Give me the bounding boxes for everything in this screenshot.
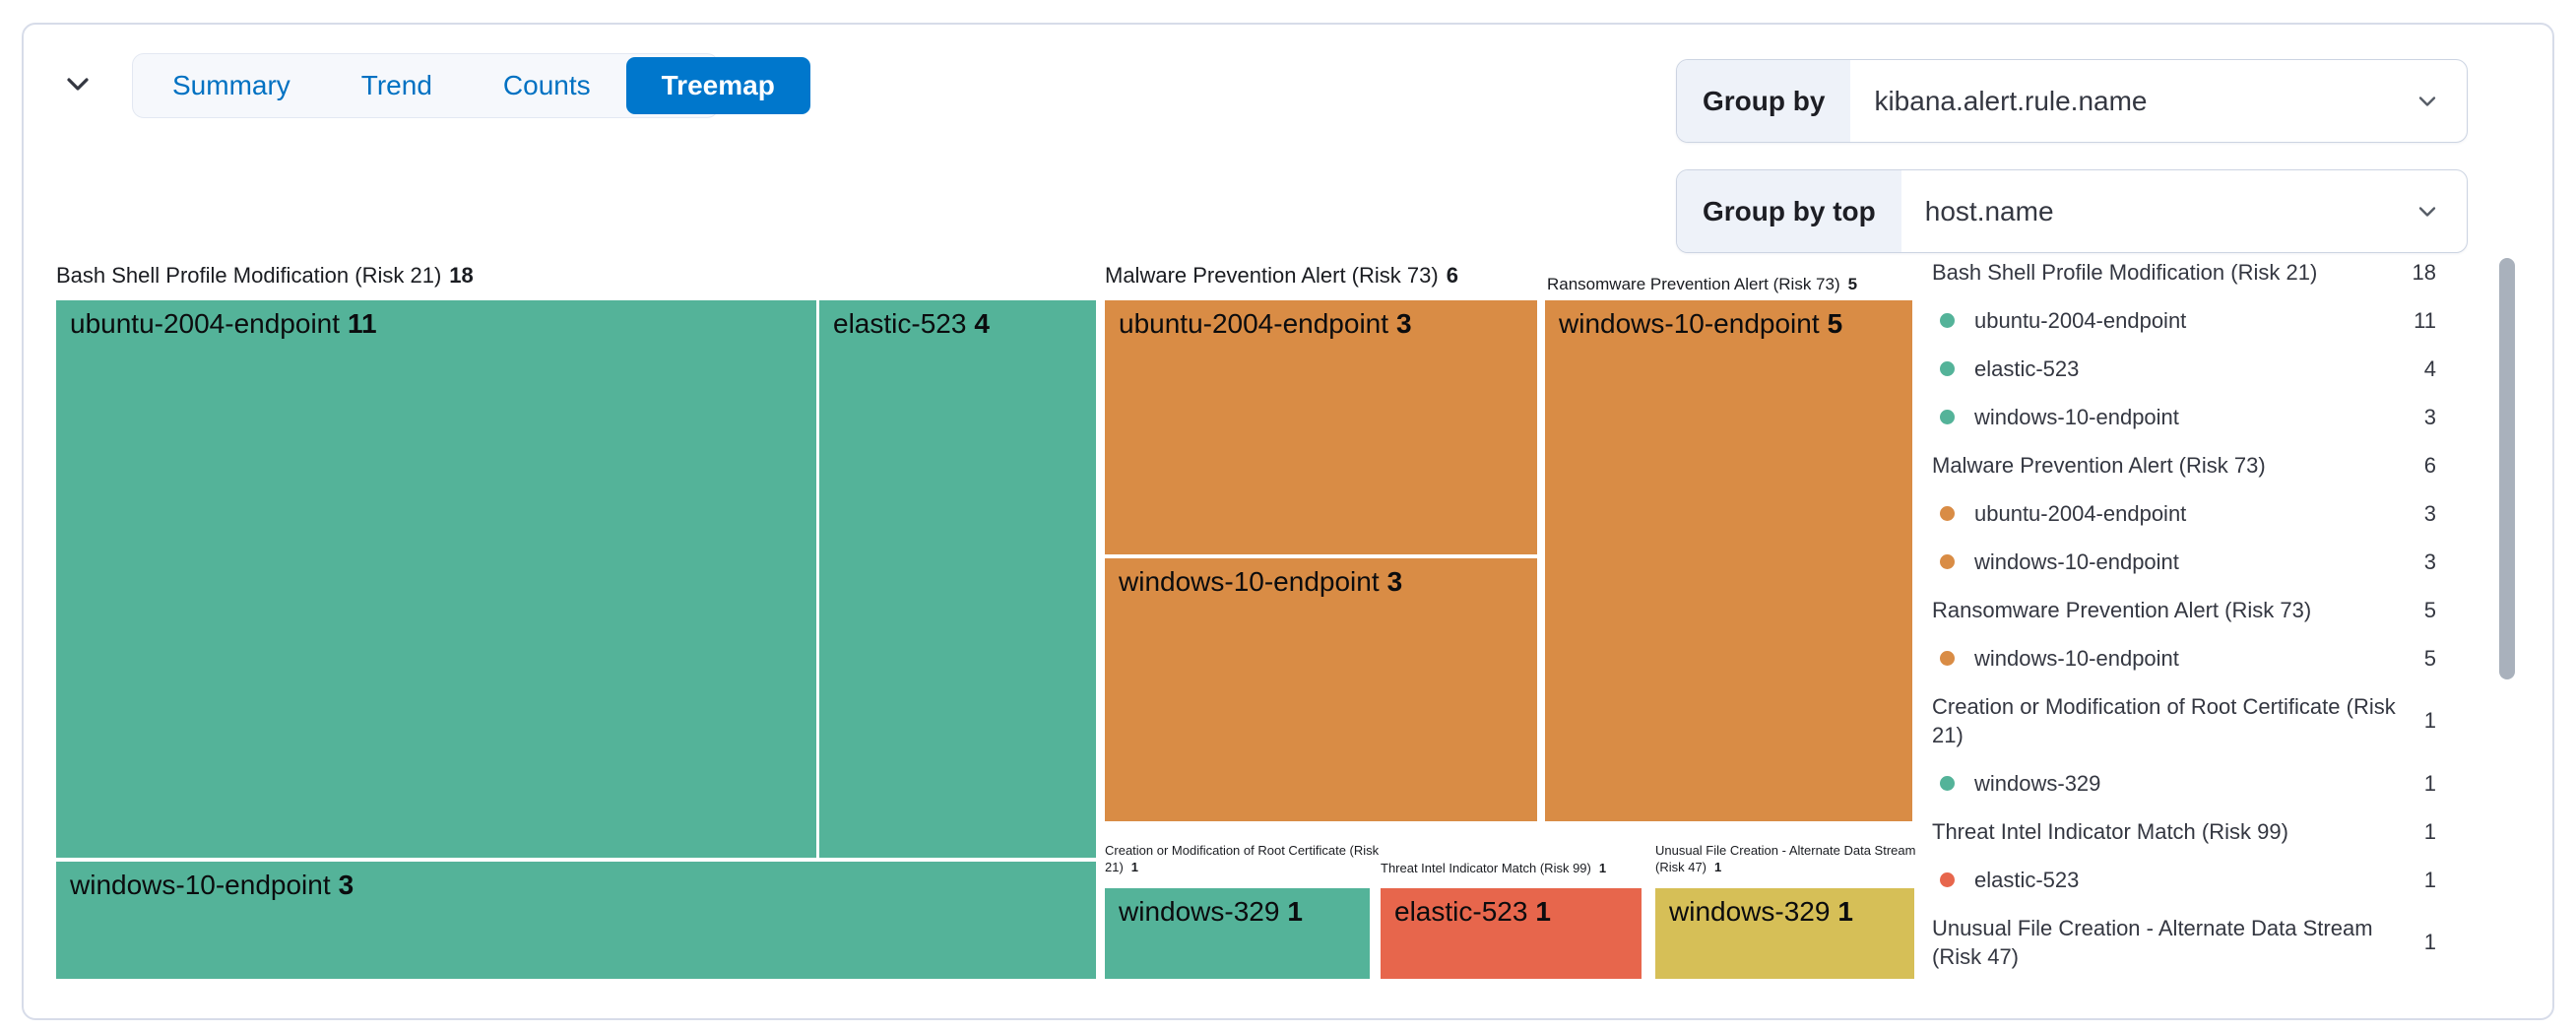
legend-row[interactable]: ubuntu-2004-endpoint 3 [1932,489,2474,538]
legend-count: 18 [2412,259,2436,285]
view-selector-button-group: Summary Trend Counts Treemap [132,53,810,118]
collapse-section-button[interactable] [57,65,98,104]
legend-count: 3 [2423,500,2436,526]
tab-counts[interactable]: Counts [468,57,626,114]
group-by-top-prepend-label: Group by top [1677,170,1901,252]
group-by-select[interactable]: Group by kibana.alert.rule.name [1676,59,2468,143]
legend-label: Unusual File Creation - Alternate Data S… [1932,916,2373,969]
legend-label: Malware Prevention Alert (Risk 73) [1932,453,2266,478]
legend-row[interactable]: windows-10-endpoint 3 [1932,538,2474,586]
treemap-tile-bash-windows10[interactable]: windows-10-endpoint 3 [56,862,1096,979]
treemap-group-header-threat-intel: Threat Intel Indicator Match (Risk 99) 1 [1381,861,1607,875]
legend-label: ubuntu-2004-endpoint [1974,308,2187,333]
treemap-tile-threat-intel-elastic523[interactable]: elastic-523 1 [1381,888,1642,979]
treemap-tile-ransomware-windows10[interactable]: windows-10-endpoint 5 [1545,300,1912,821]
group-by-value: kibana.alert.rule.name [1874,85,2148,116]
chevron-down-icon [2414,170,2467,252]
legend-row[interactable]: ubuntu-2004-endpoint 11 [1932,296,2474,345]
legend-dot [1940,776,1955,791]
tab-summary[interactable]: Summary [137,57,326,114]
legend-label: elastic-523 [1974,356,2080,381]
legend-label: windows-10-endpoint [1974,549,2179,574]
legend-count: 1 [2423,930,2436,954]
legend-row[interactable]: Creation or Modification of Root Certifi… [1932,682,2474,759]
legend-label: windows-10-endpoint [1974,405,2179,429]
legend-row[interactable]: windows-329 1 [1932,759,2474,807]
legend-dot [1940,554,1955,569]
legend-label: windows-329 [1974,771,2101,796]
group-by-top-select[interactable]: Group by top host.name [1676,169,2468,253]
treemap-legend: Bash Shell Profile Modification (Risk 21… [1932,248,2474,981]
treemap-tile-unusual-file-windows329[interactable]: windows-329 1 [1655,888,1914,979]
legend-count: 3 [2423,404,2436,429]
legend-count: 4 [2423,355,2436,381]
legend-count: 5 [2423,597,2436,622]
treemap-group-header-malware: Malware Prevention Alert (Risk 73) 6 [1105,263,1458,288]
treemap-tile-malware-windows10[interactable]: windows-10-endpoint 3 [1105,558,1537,821]
legend-row[interactable]: windows-10-endpoint 5 [1932,634,2474,682]
treemap-tile-bash-elastic[interactable]: elastic-523 4 [819,300,1096,858]
legend-label: Bash Shell Profile Modification (Risk 21… [1932,260,2318,285]
legend-dot [1940,361,1955,376]
tab-summary-label: Summary [172,70,290,100]
legend-row[interactable]: Ransomware Prevention Alert (Risk 73) 5 [1932,586,2474,634]
legend-row[interactable]: Malware Prevention Alert (Risk 73) 6 [1932,441,2474,489]
legend-count: 1 [2423,818,2436,844]
treemap-group-header-unusual-file: Unusual File Creation - Alternate Data S… [1655,843,1916,874]
legend-label: ubuntu-2004-endpoint [1974,501,2187,526]
legend-count: 3 [2423,548,2436,574]
legend-dot [1940,313,1955,328]
treemap-tile-root-certificate-windows329[interactable]: windows-329 1 [1105,888,1370,979]
chevron-down-icon [2414,60,2467,142]
legend-dot [1940,872,1955,887]
legend-dot [1940,651,1955,666]
tab-treemap-label: Treemap [661,70,775,100]
tab-trend-label: Trend [360,70,432,100]
group-by-prepend-label: Group by [1677,60,1851,142]
treemap-group-header-root-certificate: Creation or Modification of Root Certifi… [1105,843,1380,874]
legend-row[interactable]: elastic-523 4 [1932,345,2474,393]
legend-count: 11 [2414,307,2436,333]
tab-treemap[interactable]: Treemap [625,57,810,114]
tab-trend[interactable]: Trend [326,57,468,114]
treemap-group-header-ransomware: Ransomware Prevention Alert (Risk 73) 5 [1547,275,1858,293]
legend-count: 1 [2423,708,2436,733]
legend-dot [1940,506,1955,521]
treemap-group-header-bash: Bash Shell Profile Modification (Risk 21… [56,263,474,288]
legend-row[interactable]: elastic-523 1 [1932,856,2474,904]
legend-count: 1 [2423,867,2436,892]
legend-label: elastic-523 [1974,868,2080,892]
legend-label: windows-10-endpoint [1974,646,2179,671]
legend-count: 6 [2423,452,2436,478]
legend-row[interactable]: Bash Shell Profile Modification (Risk 21… [1932,248,2474,296]
legend-row[interactable]: Threat Intel Indicator Match (Risk 99) 1 [1932,807,2474,856]
legend-row[interactable]: windows-10-endpoint 3 [1932,393,2474,441]
group-by-top-value: host.name [1924,195,2054,226]
treemap-tile-bash-ubuntu[interactable]: ubuntu-2004-endpoint 11 [56,300,816,858]
chevron-down-icon [60,66,96,104]
legend-row[interactable]: Unusual File Creation - Alternate Data S… [1932,904,2474,981]
treemap-tile-malware-ubuntu[interactable]: ubuntu-2004-endpoint 3 [1105,300,1537,554]
legend-label: Creation or Modification of Root Certifi… [1932,694,2396,747]
legend-label: Ransomware Prevention Alert (Risk 73) [1932,598,2312,622]
legend-count: 5 [2423,645,2436,671]
legend-label: Threat Intel Indicator Match (Risk 99) [1932,819,2288,844]
legend-count: 1 [2423,770,2436,796]
tab-counts-label: Counts [502,70,591,100]
legend-scrollbar[interactable] [2499,258,2515,679]
legend-dot [1940,410,1955,424]
